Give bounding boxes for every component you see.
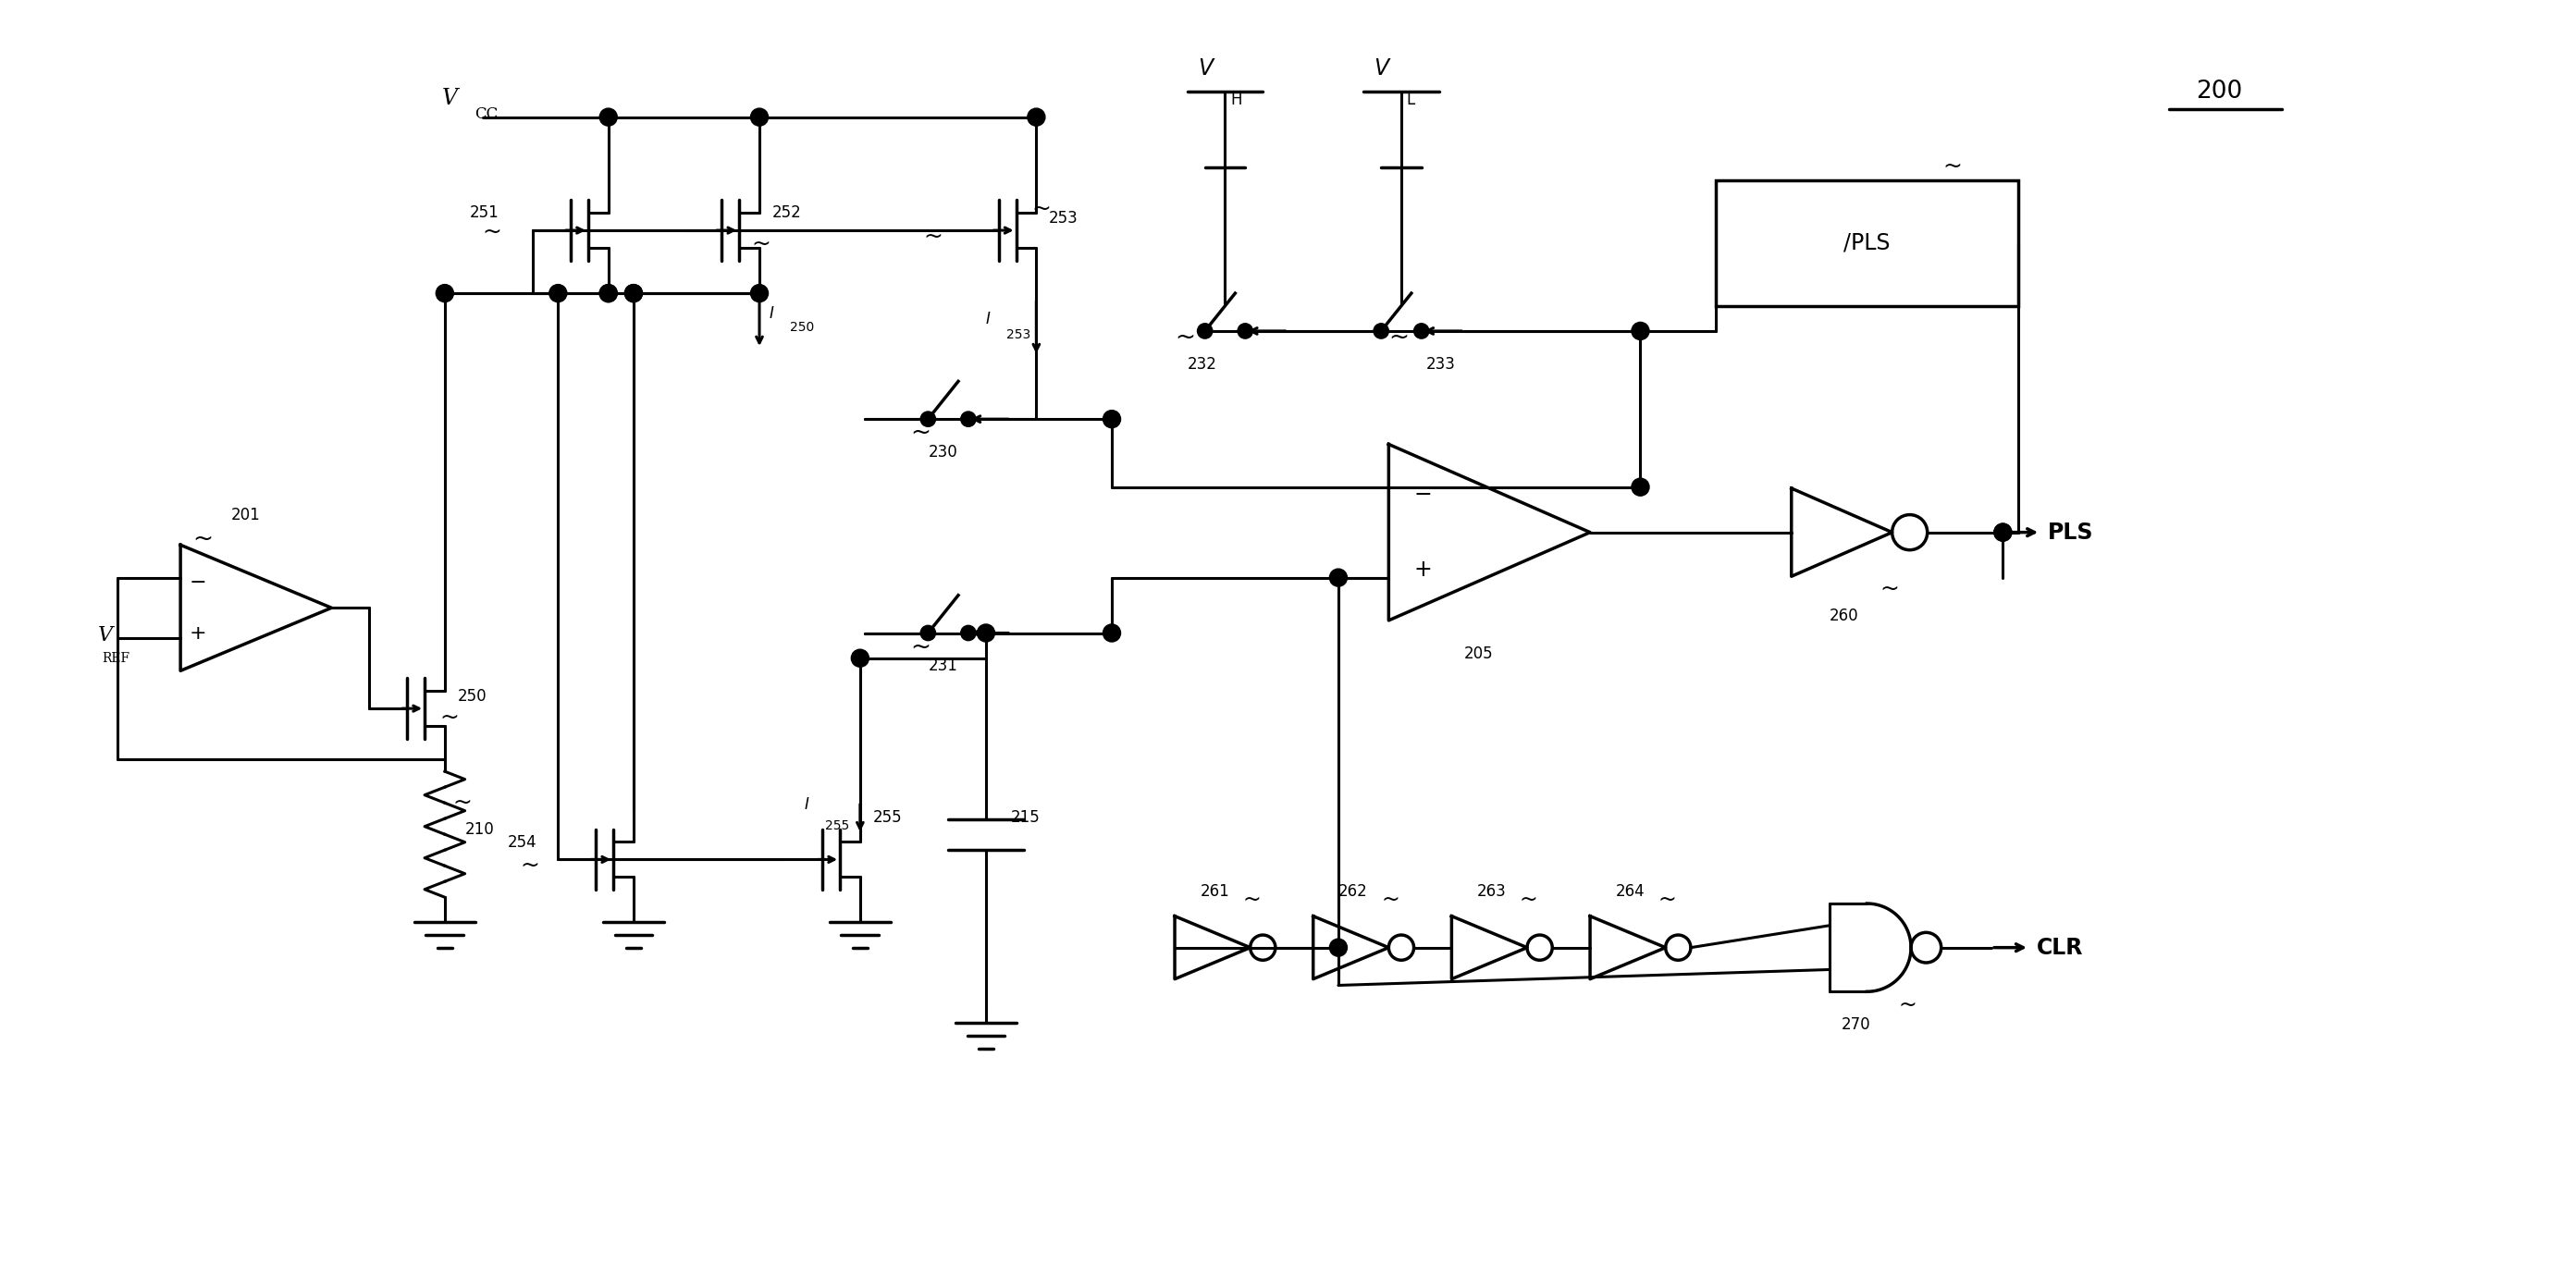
Circle shape	[600, 285, 618, 303]
Text: /PLS: /PLS	[1844, 232, 1891, 254]
Text: 263: 263	[1476, 884, 1507, 900]
Text: ~: ~	[440, 706, 459, 728]
Text: 215: 215	[1012, 809, 1041, 825]
Circle shape	[1028, 109, 1046, 125]
Circle shape	[1994, 524, 2012, 541]
Text: ~: ~	[752, 233, 770, 256]
Circle shape	[1329, 568, 1347, 586]
Text: 254: 254	[507, 834, 536, 851]
Text: PLS: PLS	[2048, 522, 2094, 543]
Text: +: +	[191, 624, 206, 642]
Circle shape	[750, 109, 768, 125]
Text: 262: 262	[1340, 884, 1368, 900]
Text: +: +	[1414, 560, 1432, 581]
Text: 255: 255	[824, 819, 850, 832]
Text: CC: CC	[474, 106, 497, 122]
Text: L: L	[1406, 92, 1414, 109]
Text: 230: 230	[927, 444, 958, 461]
Text: 251: 251	[469, 205, 500, 222]
Circle shape	[1414, 323, 1430, 338]
Text: 201: 201	[232, 506, 260, 523]
Text: ~: ~	[1520, 889, 1538, 910]
Circle shape	[1994, 524, 2012, 541]
Text: I: I	[770, 305, 773, 322]
Circle shape	[1631, 479, 1649, 496]
Text: 253: 253	[1007, 328, 1030, 342]
Text: ~: ~	[1242, 889, 1262, 910]
Text: ~: ~	[520, 855, 538, 876]
Circle shape	[626, 285, 641, 303]
Text: I: I	[987, 310, 989, 327]
Circle shape	[961, 411, 976, 427]
Text: 231: 231	[927, 658, 958, 675]
Text: −: −	[191, 573, 206, 592]
Text: 255: 255	[873, 809, 902, 825]
Text: ~: ~	[453, 791, 471, 814]
Text: ~: ~	[1942, 154, 1963, 177]
Text: 250: 250	[459, 687, 487, 705]
Circle shape	[1103, 624, 1121, 642]
Text: REF: REF	[103, 652, 131, 665]
Circle shape	[626, 285, 641, 303]
Circle shape	[1103, 410, 1121, 428]
Text: 232: 232	[1188, 356, 1216, 372]
Circle shape	[1236, 323, 1252, 338]
Circle shape	[1373, 323, 1388, 338]
Circle shape	[920, 625, 935, 641]
Text: ~: ~	[1030, 197, 1051, 220]
Text: 261: 261	[1200, 884, 1229, 900]
Circle shape	[850, 649, 868, 667]
Text: V: V	[1373, 57, 1388, 80]
Circle shape	[1631, 323, 1649, 339]
Text: H: H	[1231, 92, 1242, 109]
Circle shape	[1329, 939, 1347, 956]
Circle shape	[750, 285, 768, 303]
Text: ~: ~	[1880, 577, 1899, 600]
Text: 205: 205	[1463, 646, 1494, 662]
Text: 200: 200	[2197, 80, 2244, 104]
Text: ~: ~	[1381, 889, 1399, 910]
Circle shape	[549, 285, 567, 303]
Text: ~: ~	[922, 225, 943, 248]
Text: ~: ~	[909, 634, 930, 658]
Text: ~: ~	[909, 420, 930, 444]
Text: 253: 253	[1048, 210, 1079, 227]
Text: −: −	[1414, 484, 1432, 505]
Text: V: V	[440, 89, 459, 110]
Bar	[1716, 180, 2017, 306]
Text: ~: ~	[1899, 994, 1917, 1017]
Text: 260: 260	[1829, 608, 1857, 624]
Text: 270: 270	[1842, 1017, 1870, 1033]
Circle shape	[920, 411, 935, 427]
Text: ~: ~	[193, 527, 214, 551]
Circle shape	[600, 109, 618, 125]
Circle shape	[1198, 323, 1213, 338]
Text: I: I	[804, 796, 809, 813]
Text: 264: 264	[1615, 884, 1643, 900]
Text: ~: ~	[1175, 325, 1195, 349]
Text: 233: 233	[1427, 356, 1455, 372]
Text: ~: ~	[1659, 889, 1677, 910]
Circle shape	[976, 624, 994, 642]
Circle shape	[961, 625, 976, 641]
Text: ~: ~	[1388, 325, 1409, 349]
Text: V: V	[98, 625, 113, 646]
Text: CLR: CLR	[2038, 937, 2084, 958]
Circle shape	[600, 285, 618, 303]
Text: 252: 252	[773, 205, 801, 222]
Circle shape	[435, 285, 453, 303]
Text: 250: 250	[791, 320, 814, 334]
Text: ~: ~	[482, 220, 502, 243]
Text: 210: 210	[464, 822, 495, 838]
Text: V: V	[1198, 57, 1213, 80]
